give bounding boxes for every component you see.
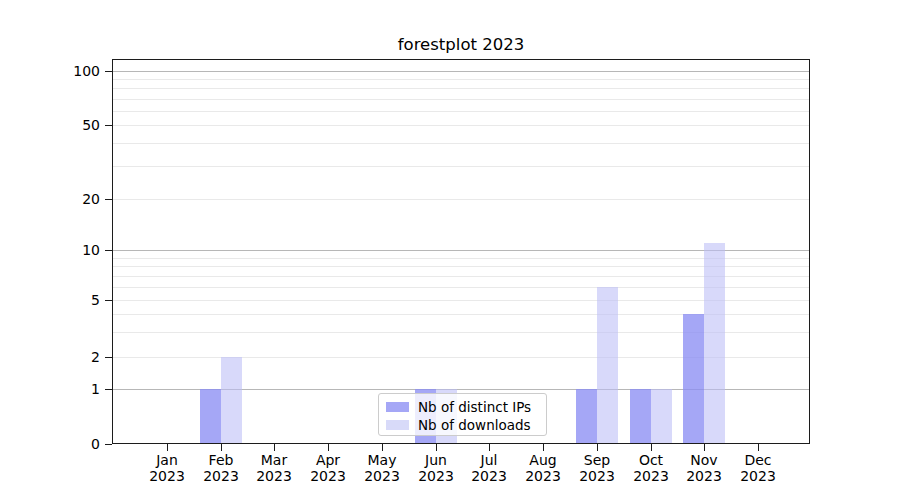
bar-feb-distinct-ips: [200, 389, 221, 444]
x-tick-mark-jul: [489, 444, 490, 451]
y-tick-mark-10: [105, 250, 112, 251]
y-tick-label-1: 1: [38, 380, 100, 398]
major-gridline-100: [113, 71, 809, 72]
x-tick-mark-oct: [651, 444, 652, 451]
y-tick-label-20: 20: [38, 190, 100, 208]
x-tick-mark-jan: [167, 444, 168, 451]
downloads-swatch-icon: [386, 420, 409, 430]
y-tick-label-10: 10: [38, 241, 100, 259]
x-tick-mark-apr: [328, 444, 329, 451]
y-tick-label-0: 0: [38, 435, 100, 453]
y-tick-mark-50: [105, 125, 112, 126]
bar-sep-downloads: [597, 287, 618, 444]
distinct-ips-swatch-icon: [386, 402, 409, 412]
y-tick-mark-20: [105, 199, 112, 200]
chart-title: forestplot 2023: [112, 34, 810, 56]
minor-gridline-90: [113, 79, 809, 80]
minor-gridline-20: [113, 199, 809, 200]
y-tick-mark-2: [105, 357, 112, 358]
y-tick-mark-1: [105, 389, 112, 390]
legend-label-distinct-ips: Nb of distinct IPs: [418, 399, 531, 416]
y-tick-mark-5: [105, 300, 112, 301]
bar-feb-downloads: [221, 357, 242, 444]
x-tick-mark-jun: [436, 444, 437, 451]
x-tick-mark-sep: [597, 444, 598, 451]
bar-oct-downloads: [651, 389, 672, 444]
x-tick-mark-may: [382, 444, 383, 451]
minor-gridline-60: [113, 111, 809, 112]
legend-item-distinct-ips: Nb of distinct IPs: [386, 398, 538, 416]
y-tick-mark-100: [105, 71, 112, 72]
x-tick-mark-aug: [543, 444, 544, 451]
figure: forestplot 2023 0125102050100 Jan2023Feb…: [0, 0, 900, 500]
bar-oct-distinct-ips: [630, 389, 651, 444]
minor-gridline-30: [113, 166, 809, 167]
bar-sep-distinct-ips: [576, 389, 597, 444]
y-tick-label-50: 50: [38, 116, 100, 134]
x-tick-mark-nov: [704, 444, 705, 451]
bar-nov-downloads: [704, 243, 725, 444]
legend-item-downloads: Nb of downloads: [386, 416, 538, 434]
x-tick-mark-feb: [221, 444, 222, 451]
legend-label-downloads: Nb of downloads: [418, 417, 531, 434]
minor-gridline-40: [113, 143, 809, 144]
y-tick-label-5: 5: [38, 291, 100, 309]
y-tick-label-2: 2: [38, 348, 100, 366]
x-tick-mark-mar: [274, 444, 275, 451]
minor-gridline-50: [113, 125, 809, 126]
y-tick-mark-0: [105, 444, 112, 445]
legend: Nb of distinct IPs Nb of downloads: [378, 393, 547, 436]
x-tick-mark-dec: [758, 444, 759, 451]
bar-nov-distinct-ips: [683, 314, 704, 444]
x-tick-label-dec: Dec2023: [726, 453, 790, 484]
minor-gridline-70: [113, 99, 809, 100]
minor-gridline-80: [113, 88, 809, 89]
y-tick-label-100: 100: [38, 62, 100, 80]
